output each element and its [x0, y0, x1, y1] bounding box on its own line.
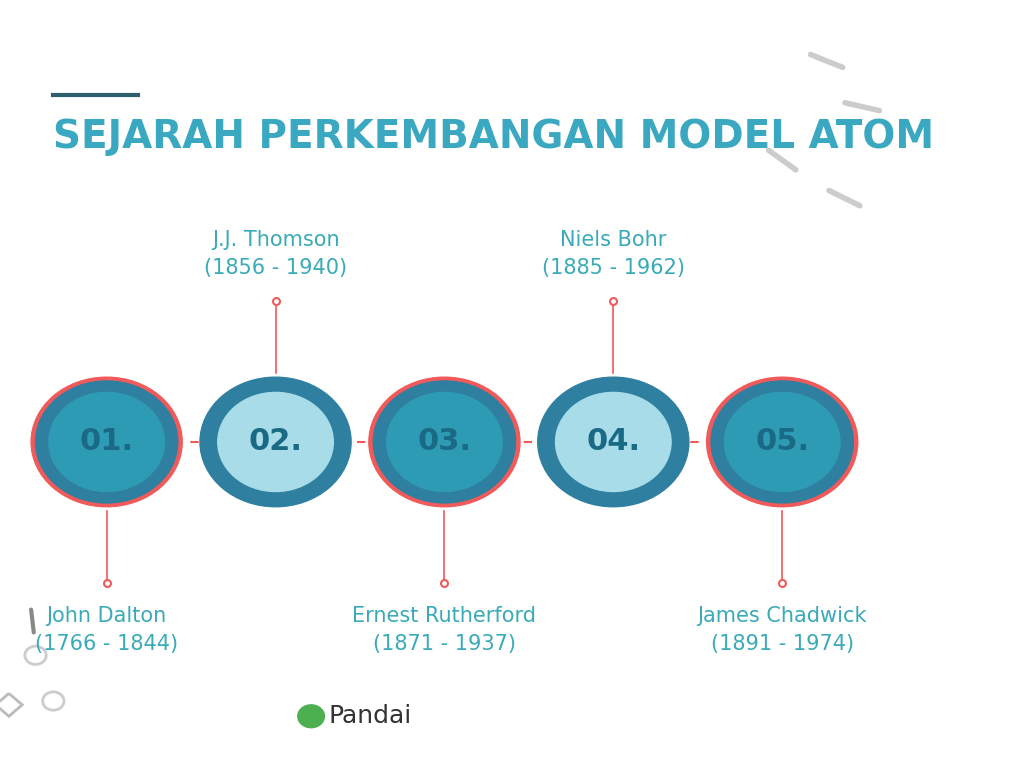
Text: John Dalton
(1766 - 1844): John Dalton (1766 - 1844) — [35, 606, 178, 654]
Text: 02.: 02. — [249, 427, 302, 456]
Text: 05.: 05. — [755, 427, 809, 456]
Circle shape — [200, 377, 351, 507]
Text: Ernest Rutherford
(1871 - 1937): Ernest Rutherford (1871 - 1937) — [352, 606, 537, 654]
Circle shape — [556, 392, 671, 491]
Circle shape — [369, 377, 520, 507]
Text: 03.: 03. — [418, 427, 471, 456]
Text: Niels Bohr
(1885 - 1962): Niels Bohr (1885 - 1962) — [542, 230, 685, 278]
Circle shape — [36, 381, 178, 503]
Text: J.J. Thomson
(1856 - 1940): J.J. Thomson (1856 - 1940) — [204, 230, 347, 278]
Circle shape — [205, 381, 347, 503]
Circle shape — [724, 392, 840, 491]
Circle shape — [538, 377, 689, 507]
Circle shape — [49, 392, 165, 491]
Circle shape — [298, 705, 325, 728]
Text: 01.: 01. — [80, 427, 134, 456]
Circle shape — [711, 381, 853, 503]
Text: SEJARAH PERKEMBANGAN MODEL ATOM: SEJARAH PERKEMBANGAN MODEL ATOM — [53, 118, 935, 156]
Text: 04.: 04. — [587, 427, 640, 456]
Circle shape — [387, 392, 502, 491]
Text: Pandai: Pandai — [329, 704, 412, 728]
Circle shape — [218, 392, 334, 491]
Circle shape — [374, 381, 515, 503]
Circle shape — [542, 381, 684, 503]
Text: James Chadwick
(1891 - 1974): James Chadwick (1891 - 1974) — [697, 606, 867, 654]
Circle shape — [707, 377, 858, 507]
Circle shape — [31, 377, 182, 507]
